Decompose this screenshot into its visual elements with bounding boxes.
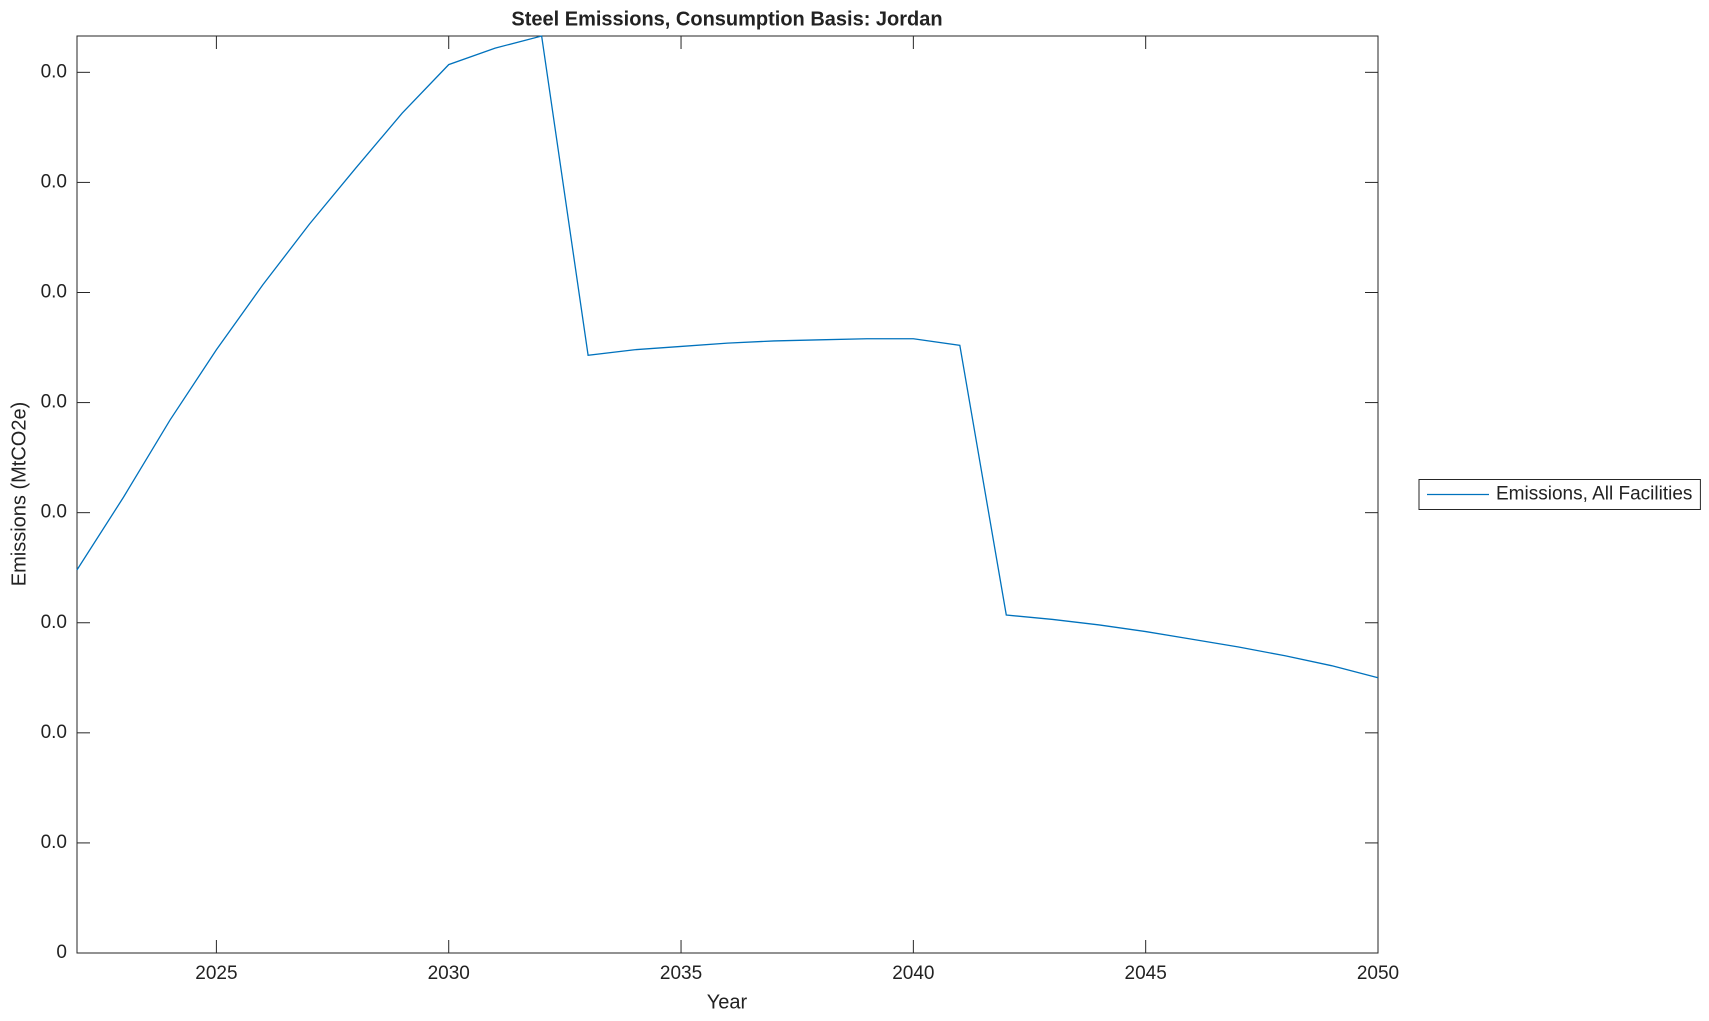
- chart-title: Steel Emissions, Consumption Basis: Jord…: [511, 8, 942, 30]
- y-tick-label: 0.0: [41, 722, 67, 743]
- y-axis-label: Emissions (MtCO2e): [8, 402, 30, 586]
- x-tick-label: 2045: [1125, 963, 1167, 984]
- plot-frame: [76, 35, 1379, 954]
- data-line: [76, 35, 1379, 679]
- y-tick-label: 0.0: [41, 282, 67, 303]
- y-tick-label: 0.0: [41, 392, 67, 413]
- x-tick-label: 2035: [660, 963, 702, 984]
- x-tick-label: 2025: [195, 963, 237, 984]
- x-tick-label: 2050: [1357, 963, 1399, 984]
- x-tick-label: 2030: [428, 963, 470, 984]
- y-tick-label: 0.0: [41, 612, 67, 633]
- x-axis-label: Year: [707, 991, 748, 1013]
- y-tick-label: 0.0: [41, 171, 67, 192]
- legend-label: Emissions, All Facilities: [1496, 484, 1692, 505]
- y-tick-label: 0: [56, 942, 67, 963]
- y-tick-label: 0.0: [41, 832, 67, 853]
- x-tick-label: 2040: [892, 963, 934, 984]
- y-tick-label: 0.0: [41, 502, 67, 523]
- y-tick-label: 0.0: [41, 61, 67, 82]
